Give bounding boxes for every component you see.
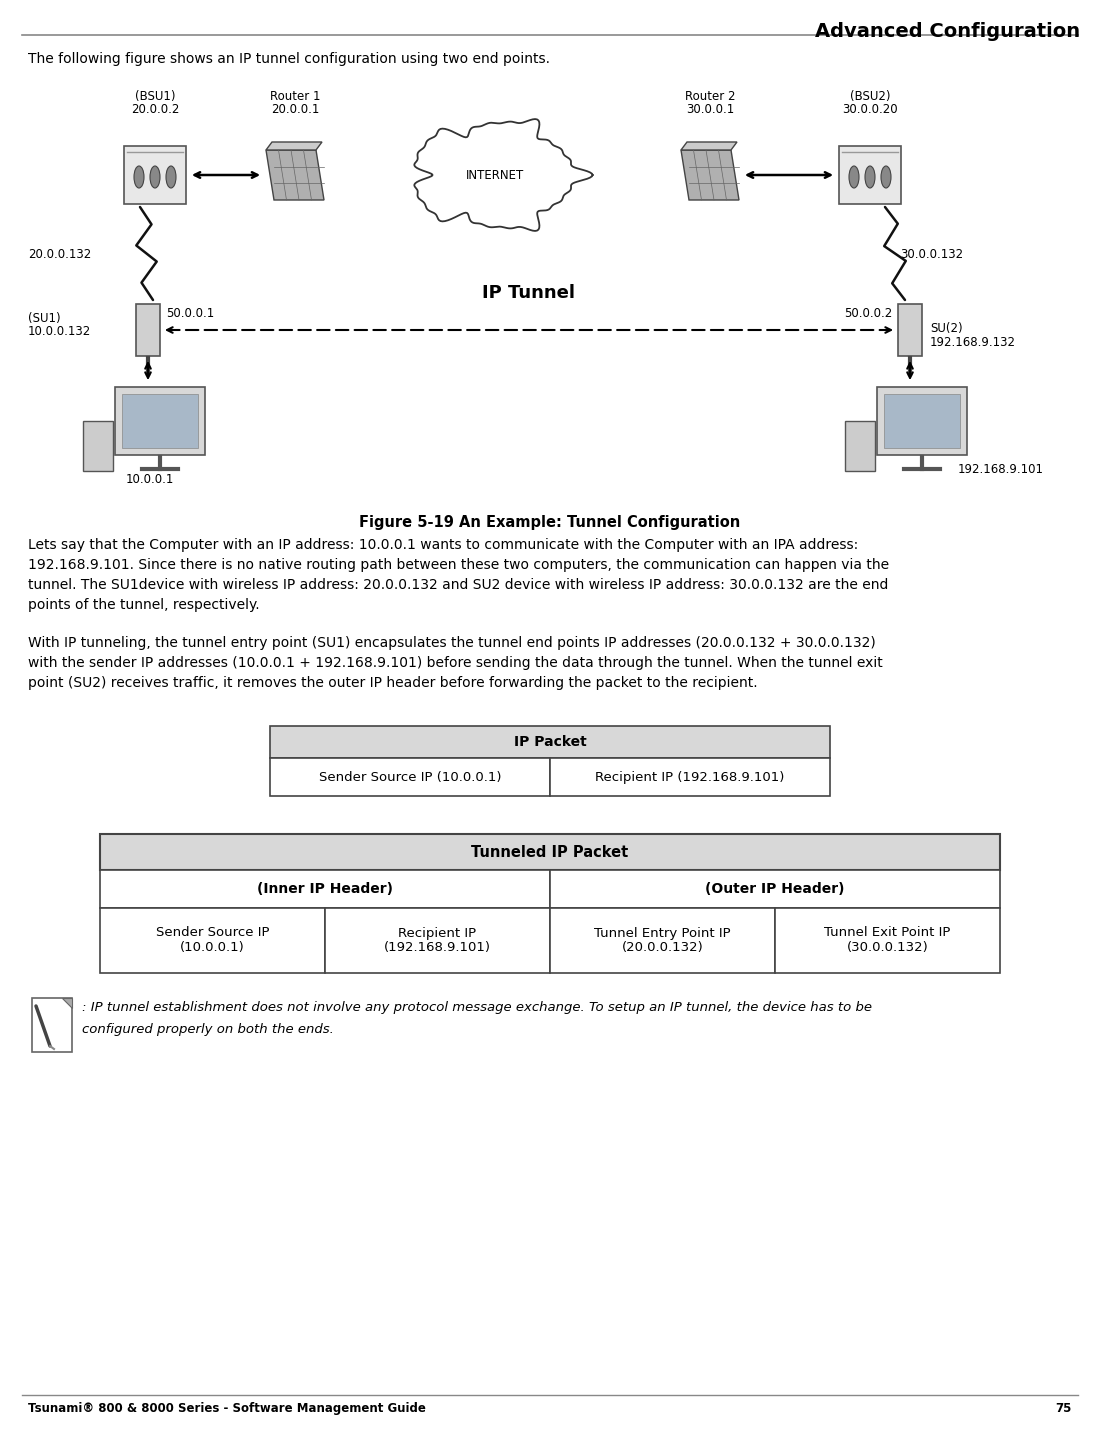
Text: 10.0.0.132: 10.0.0.132	[28, 324, 91, 339]
FancyBboxPatch shape	[884, 394, 960, 449]
Text: (Outer IP Header): (Outer IP Header)	[705, 882, 845, 896]
Text: (Inner IP Header): (Inner IP Header)	[257, 882, 393, 896]
Text: With IP tunneling, the tunnel entry point (SU1) encapsulates the tunnel end poin: With IP tunneling, the tunnel entry poin…	[28, 636, 876, 650]
Text: : IP tunnel establishment does not involve any protocol message exchange. To set: : IP tunnel establishment does not invol…	[82, 1000, 872, 1015]
Text: Recipient IP (192.168.9.101): Recipient IP (192.168.9.101)	[595, 770, 784, 783]
Text: 20.0.0.132: 20.0.0.132	[28, 249, 91, 262]
Text: point (SU2) receives traffic, it removes the outer IP header before forwarding t: point (SU2) receives traffic, it removes…	[28, 676, 758, 690]
Text: 50.0.0.1: 50.0.0.1	[166, 307, 214, 320]
Text: Tunnel Exit Point IP
(30.0.0.132): Tunnel Exit Point IP (30.0.0.132)	[824, 926, 950, 955]
FancyBboxPatch shape	[845, 422, 875, 472]
Ellipse shape	[881, 166, 891, 189]
Text: SU(2): SU(2)	[930, 322, 962, 334]
Ellipse shape	[150, 166, 160, 189]
FancyBboxPatch shape	[124, 146, 186, 204]
Ellipse shape	[134, 166, 144, 189]
Text: 192.168.9.101: 192.168.9.101	[958, 463, 1044, 476]
Ellipse shape	[849, 166, 859, 189]
Text: Recipient IP
(192.168.9.101): Recipient IP (192.168.9.101)	[384, 926, 491, 955]
FancyBboxPatch shape	[550, 757, 830, 796]
FancyBboxPatch shape	[100, 835, 1000, 870]
FancyBboxPatch shape	[122, 394, 198, 449]
Text: tunnel. The SU1device with wireless IP address: 20.0.0.132 and SU2 device with w: tunnel. The SU1device with wireless IP a…	[28, 577, 889, 592]
FancyBboxPatch shape	[324, 907, 550, 973]
Polygon shape	[266, 150, 324, 200]
Text: 30.0.0.20: 30.0.0.20	[843, 103, 898, 116]
FancyBboxPatch shape	[100, 870, 550, 907]
FancyBboxPatch shape	[136, 304, 160, 356]
Text: Tunneled IP Packet: Tunneled IP Packet	[472, 845, 628, 859]
FancyBboxPatch shape	[550, 907, 776, 973]
Text: 192.168.9.132: 192.168.9.132	[930, 336, 1016, 349]
Text: Router 1: Router 1	[270, 90, 320, 103]
Text: 10.0.0.1: 10.0.0.1	[126, 473, 175, 486]
Ellipse shape	[166, 166, 176, 189]
FancyBboxPatch shape	[898, 304, 922, 356]
FancyBboxPatch shape	[82, 422, 113, 472]
Text: 192.168.9.101. Since there is no native routing path between these two computers: 192.168.9.101. Since there is no native …	[28, 557, 889, 572]
Text: (SU1): (SU1)	[28, 312, 60, 324]
Text: IP Tunnel: IP Tunnel	[483, 284, 575, 302]
Text: configured properly on both the ends.: configured properly on both the ends.	[82, 1023, 334, 1036]
FancyBboxPatch shape	[839, 146, 901, 204]
Text: 50.0.0.2: 50.0.0.2	[844, 307, 892, 320]
FancyBboxPatch shape	[877, 387, 967, 454]
FancyBboxPatch shape	[550, 870, 1000, 907]
Text: Tsunami® 800 & 8000 Series - Software Management Guide: Tsunami® 800 & 8000 Series - Software Ma…	[28, 1402, 426, 1415]
Text: with the sender IP addresses (10.0.0.1 + 192.168.9.101) before sending the data : with the sender IP addresses (10.0.0.1 +…	[28, 656, 882, 670]
Polygon shape	[415, 119, 593, 231]
FancyBboxPatch shape	[270, 757, 550, 796]
Text: The following figure shows an IP tunnel configuration using two end points.: The following figure shows an IP tunnel …	[28, 51, 550, 66]
FancyBboxPatch shape	[776, 907, 1000, 973]
Text: 30.0.0.1: 30.0.0.1	[686, 103, 734, 116]
Polygon shape	[681, 141, 737, 150]
Text: (BSU2): (BSU2)	[849, 90, 890, 103]
Ellipse shape	[865, 166, 874, 189]
Polygon shape	[266, 141, 322, 150]
Text: Router 2: Router 2	[684, 90, 735, 103]
Text: Lets say that the Computer with an IP address: 10.0.0.1 wants to communicate wit: Lets say that the Computer with an IP ad…	[28, 537, 858, 552]
Text: points of the tunnel, respectively.: points of the tunnel, respectively.	[28, 597, 260, 612]
Text: INTERNET: INTERNET	[466, 169, 524, 181]
Text: 30.0.0.132: 30.0.0.132	[900, 249, 964, 262]
Text: 75: 75	[1056, 1402, 1072, 1415]
Text: Advanced Configuration: Advanced Configuration	[815, 21, 1080, 41]
Text: Tunnel Entry Point IP
(20.0.0.132): Tunnel Entry Point IP (20.0.0.132)	[594, 926, 730, 955]
FancyBboxPatch shape	[100, 907, 324, 973]
Text: 20.0.0.1: 20.0.0.1	[271, 103, 319, 116]
FancyBboxPatch shape	[270, 726, 830, 757]
Text: Figure 5-19 An Example: Tunnel Configuration: Figure 5-19 An Example: Tunnel Configura…	[360, 514, 740, 530]
Text: IP Packet: IP Packet	[514, 735, 586, 749]
Polygon shape	[681, 150, 739, 200]
Text: 20.0.0.2: 20.0.0.2	[131, 103, 179, 116]
FancyBboxPatch shape	[116, 387, 205, 454]
Polygon shape	[62, 997, 72, 1007]
FancyBboxPatch shape	[32, 997, 72, 1052]
Text: (BSU1): (BSU1)	[134, 90, 175, 103]
Text: Sender Source IP
(10.0.0.1): Sender Source IP (10.0.0.1)	[156, 926, 270, 955]
Text: Sender Source IP (10.0.0.1): Sender Source IP (10.0.0.1)	[319, 770, 502, 783]
